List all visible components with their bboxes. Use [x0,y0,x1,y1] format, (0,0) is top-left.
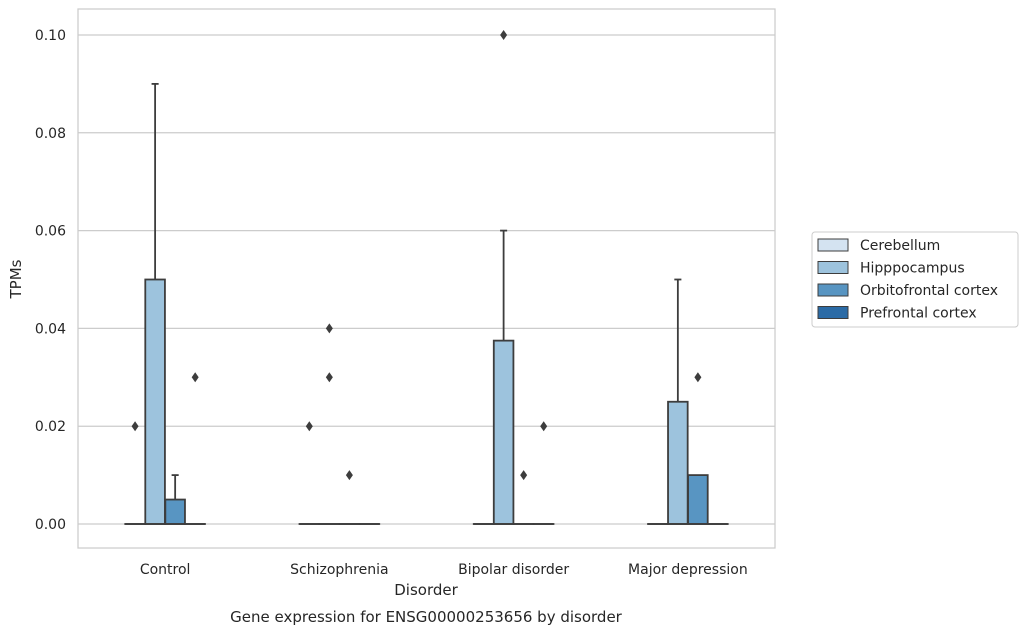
box-orbitofrontal-cortex [164,474,186,525]
box-hipppocampus [667,278,689,525]
y-tick-label: 0.06 [35,224,66,240]
legend-swatch [817,306,849,319]
legend-swatch [817,238,849,252]
box-orbitofrontal-cortex [338,470,361,525]
outlier-point [131,421,139,432]
outlier-point [191,372,199,383]
legend: Cerebellum Hipppocampus Orbitofrontal cort… [811,231,1019,328]
x-axis-ticks: Control Schizophrenia Bipolar disorder Majo… [140,562,748,578]
figure-caption: Gene expression for ENSG00000253656 by d… [230,608,623,626]
outlier-point [540,421,548,432]
box [667,400,689,525]
legend-swatch [817,261,849,274]
y-axis-title: TPMs [7,259,25,299]
legend-frame [811,231,1019,328]
box-prefrontal-cortex [532,421,555,525]
box [492,339,515,525]
x-tick-label: Bipolar disorder [458,562,569,578]
outlier-point [325,323,333,334]
box-hipppocampus [492,30,515,525]
outlier-point [305,421,313,432]
plot-area-frame [77,8,776,549]
box [687,474,709,525]
box [164,498,186,525]
outlier-point [694,372,702,383]
legend-label: Cerebellum [860,238,940,254]
y-axis-ticks: 0.00 0.02 0.04 0.06 0.08 0.10 [35,28,66,533]
outlier-point [520,470,528,481]
y-tick-label: 0.04 [35,321,66,337]
y-tick-label: 0.08 [35,126,66,142]
y-tick-label: 0.02 [35,419,66,435]
legend-swatch [817,283,849,297]
box-prefrontal-cortex [184,372,206,525]
box-cerebellum [298,421,321,525]
legend-label: Prefrontal cortex [860,306,977,322]
y-tick-label: 0.10 [35,28,66,44]
box-orbitofrontal-cortex [512,470,535,525]
box-hipppocampus [144,83,166,525]
box-hipppocampus [318,323,341,525]
outlier-point [345,470,353,481]
box-plot-series [124,30,729,525]
y-tick-label: 0.00 [35,517,66,533]
legend-label: Orbitofrontal cortex [860,283,998,299]
x-tick-label: Schizophrenia [290,562,388,578]
x-axis-title: Disorder [394,581,458,599]
box-orbitofrontal-cortex [687,372,709,525]
x-tick-label: Major depression [628,562,748,578]
outlier-point [500,30,508,40]
outlier-point [325,372,333,383]
box [144,278,166,525]
box-cerebellum [124,421,146,525]
x-tick-label: Control [140,562,191,578]
legend-label: Hipppocampus [860,261,965,277]
